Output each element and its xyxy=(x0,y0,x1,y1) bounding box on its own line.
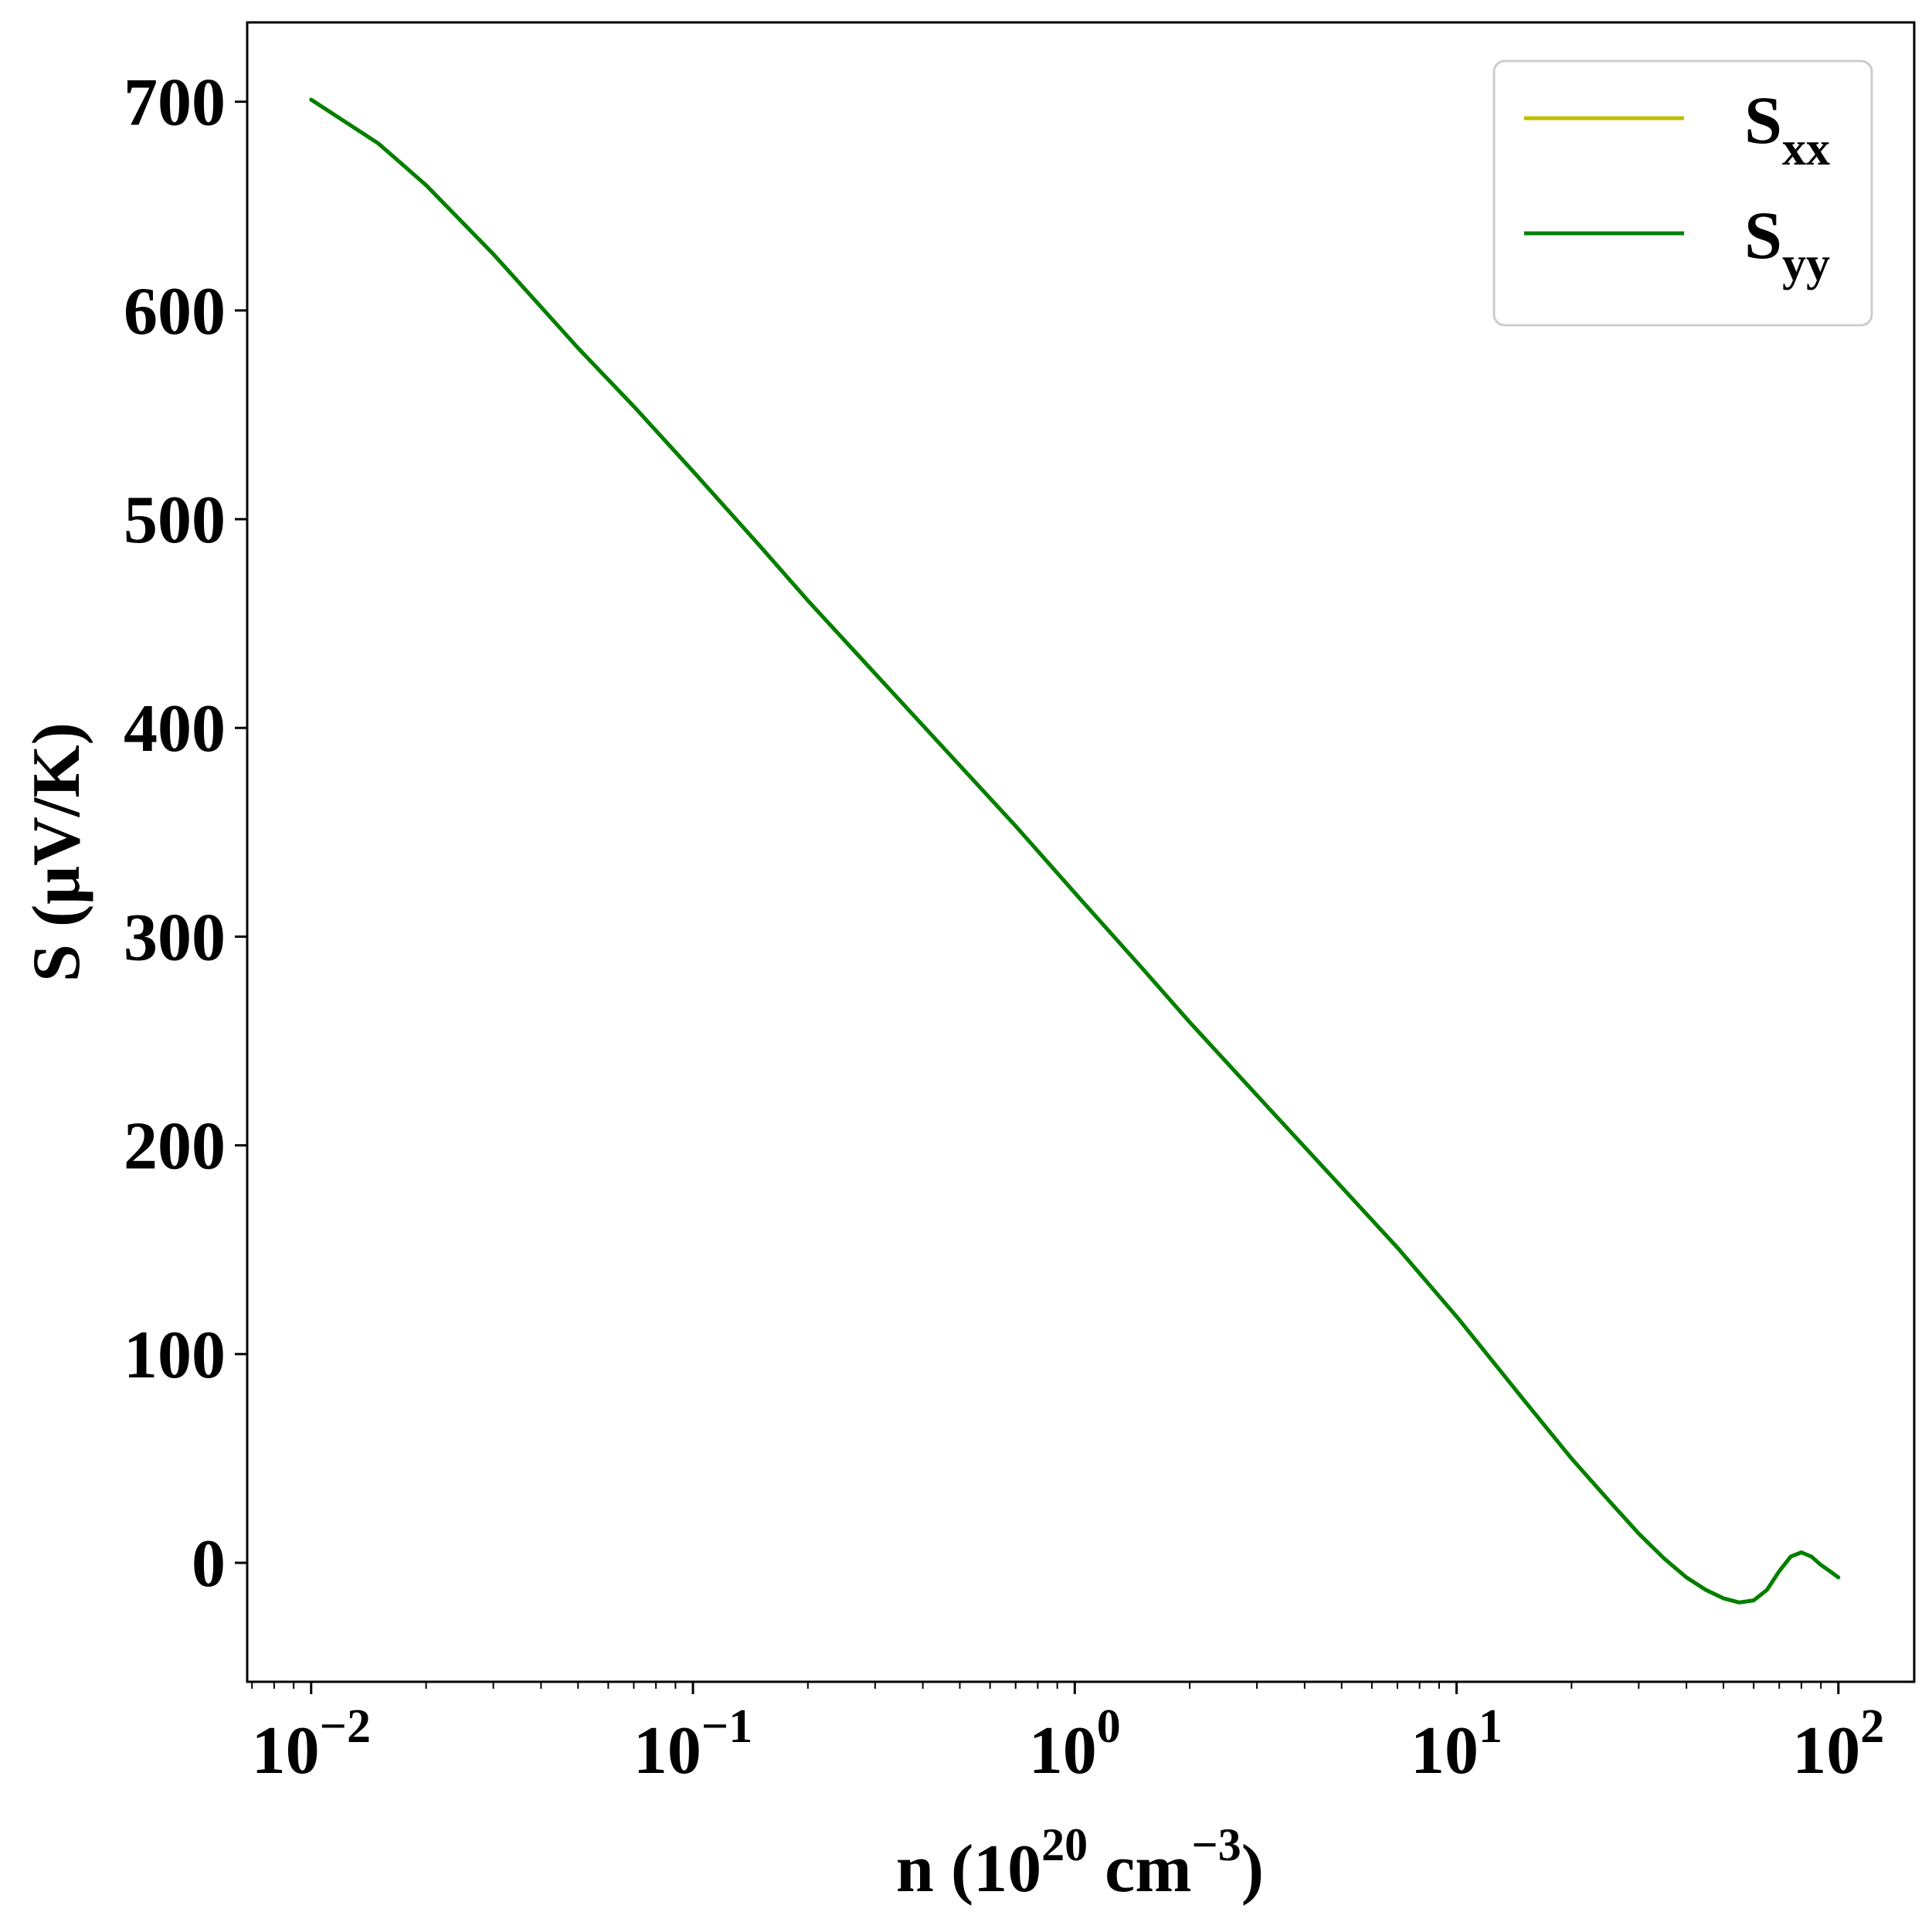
plot-lines xyxy=(309,97,1841,1605)
x-axis-label-end: ) xyxy=(1241,1832,1264,1907)
legend-label-sxx: Sxx xyxy=(1744,83,1830,175)
y-tick-label: 400 xyxy=(124,691,226,766)
legend-box xyxy=(1492,59,1873,327)
x-tick-label: 10−1 xyxy=(633,1700,752,1788)
x-axis-label-exponent: 20 xyxy=(1041,1819,1088,1870)
legend: Sxx Syy xyxy=(1492,59,1873,327)
y-tick-label: 700 xyxy=(124,66,226,141)
y-tick-label: 200 xyxy=(124,1109,226,1184)
x-axis-label-unit-exponent: −3 xyxy=(1192,1819,1241,1870)
y-tick-label: 600 xyxy=(124,274,226,349)
y-tick-label: 300 xyxy=(124,900,226,975)
y-axis: 0 100 200 300 400 500 600 700 xyxy=(124,66,247,1601)
x-tick-label: 10−2 xyxy=(252,1700,371,1788)
x-axis-label-main: n (10 xyxy=(896,1832,1041,1907)
plot-frame xyxy=(246,21,1916,1683)
y-axis-label: S (μV/K) xyxy=(19,722,94,982)
x-tick-label: 102 xyxy=(1792,1700,1884,1788)
y-tick-label: 100 xyxy=(124,1318,226,1393)
y-tick-label: 0 xyxy=(192,1527,226,1601)
x-tick-label: 100 xyxy=(1029,1700,1121,1788)
x-axis-label: n (1020 cm−3) xyxy=(896,1819,1264,1907)
legend-label-syy: Syy xyxy=(1744,199,1830,290)
x-axis-label-unit: cm xyxy=(1088,1832,1191,1907)
x-axis: 10−2 10−1 100 101 102 xyxy=(251,1682,1884,1788)
x-tick-label: 101 xyxy=(1411,1700,1502,1788)
y-tick-label: 500 xyxy=(124,483,226,558)
series-line-syy xyxy=(309,97,1841,1605)
